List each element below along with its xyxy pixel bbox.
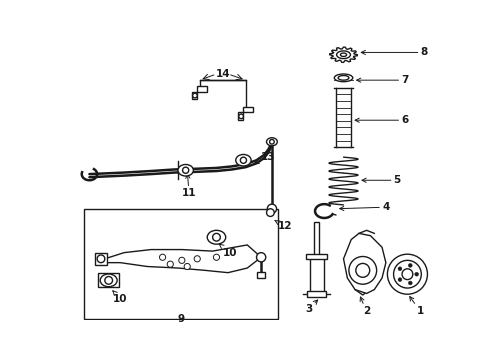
Ellipse shape: [341, 53, 346, 57]
Circle shape: [193, 93, 197, 98]
Ellipse shape: [334, 74, 353, 82]
Text: 10: 10: [220, 244, 237, 258]
Text: 4: 4: [340, 202, 390, 212]
Bar: [98, 274, 120, 287]
Bar: [310, 256, 323, 293]
Bar: [306, 254, 327, 259]
Circle shape: [97, 255, 105, 263]
Bar: [84, 209, 278, 319]
Text: 2: 2: [360, 297, 370, 316]
Text: 7: 7: [357, 75, 409, 85]
Circle shape: [408, 281, 412, 285]
Text: 12: 12: [275, 221, 293, 231]
Polygon shape: [330, 47, 357, 62]
Ellipse shape: [236, 154, 251, 166]
Circle shape: [408, 264, 412, 267]
Circle shape: [402, 269, 413, 280]
Circle shape: [398, 267, 402, 271]
Circle shape: [184, 264, 190, 270]
Polygon shape: [343, 233, 386, 293]
Text: 1: 1: [410, 297, 424, 316]
Polygon shape: [238, 107, 253, 120]
Circle shape: [183, 167, 189, 173]
Circle shape: [257, 253, 266, 262]
Ellipse shape: [338, 76, 349, 80]
Circle shape: [213, 254, 220, 260]
Text: 14: 14: [215, 69, 230, 79]
Text: 8: 8: [361, 48, 428, 58]
Text: 5: 5: [362, 175, 401, 185]
Text: 13: 13: [255, 152, 276, 163]
Text: 10: 10: [113, 291, 128, 304]
Circle shape: [398, 278, 402, 282]
Bar: [95, 253, 107, 265]
Circle shape: [240, 157, 246, 163]
Bar: [314, 222, 319, 256]
Ellipse shape: [207, 230, 226, 244]
Ellipse shape: [100, 274, 117, 287]
Polygon shape: [192, 86, 207, 99]
Bar: [257, 272, 265, 278]
Circle shape: [393, 260, 421, 288]
Circle shape: [415, 272, 418, 276]
Ellipse shape: [178, 165, 194, 176]
Ellipse shape: [267, 138, 277, 146]
Ellipse shape: [337, 51, 350, 59]
Circle shape: [267, 209, 274, 216]
Circle shape: [167, 261, 173, 267]
Circle shape: [179, 257, 185, 264]
Text: 9: 9: [177, 314, 185, 324]
Circle shape: [239, 114, 244, 119]
Text: 3: 3: [305, 300, 318, 314]
Circle shape: [349, 256, 377, 284]
Circle shape: [268, 204, 276, 213]
Circle shape: [356, 264, 370, 277]
Circle shape: [160, 254, 166, 260]
Circle shape: [388, 254, 427, 294]
Text: 6: 6: [355, 115, 409, 125]
Text: 11: 11: [182, 174, 196, 198]
Circle shape: [213, 233, 220, 241]
Bar: [307, 291, 326, 297]
Circle shape: [105, 276, 113, 284]
Circle shape: [194, 256, 200, 262]
Circle shape: [270, 139, 274, 144]
Polygon shape: [101, 245, 261, 273]
